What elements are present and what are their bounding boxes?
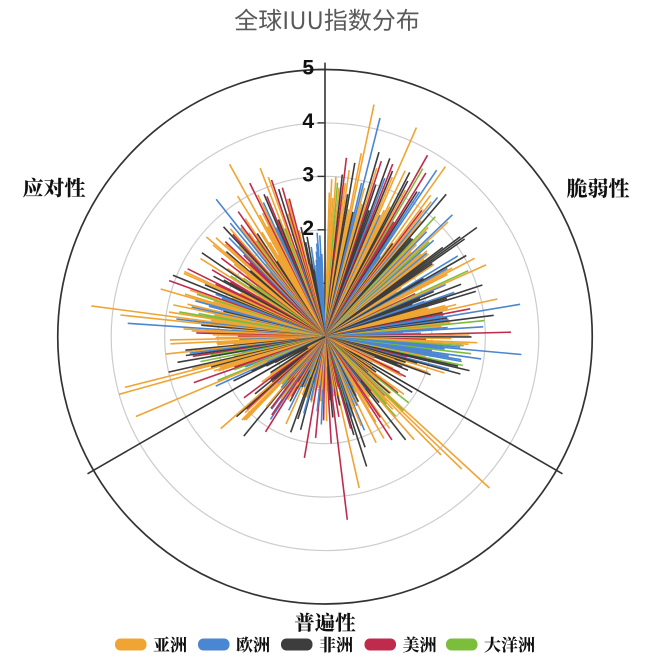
svg-text:4: 4 bbox=[302, 110, 314, 133]
svg-text:3: 3 bbox=[302, 164, 314, 187]
svg-text:5: 5 bbox=[302, 57, 314, 80]
svg-text:2: 2 bbox=[302, 217, 314, 240]
